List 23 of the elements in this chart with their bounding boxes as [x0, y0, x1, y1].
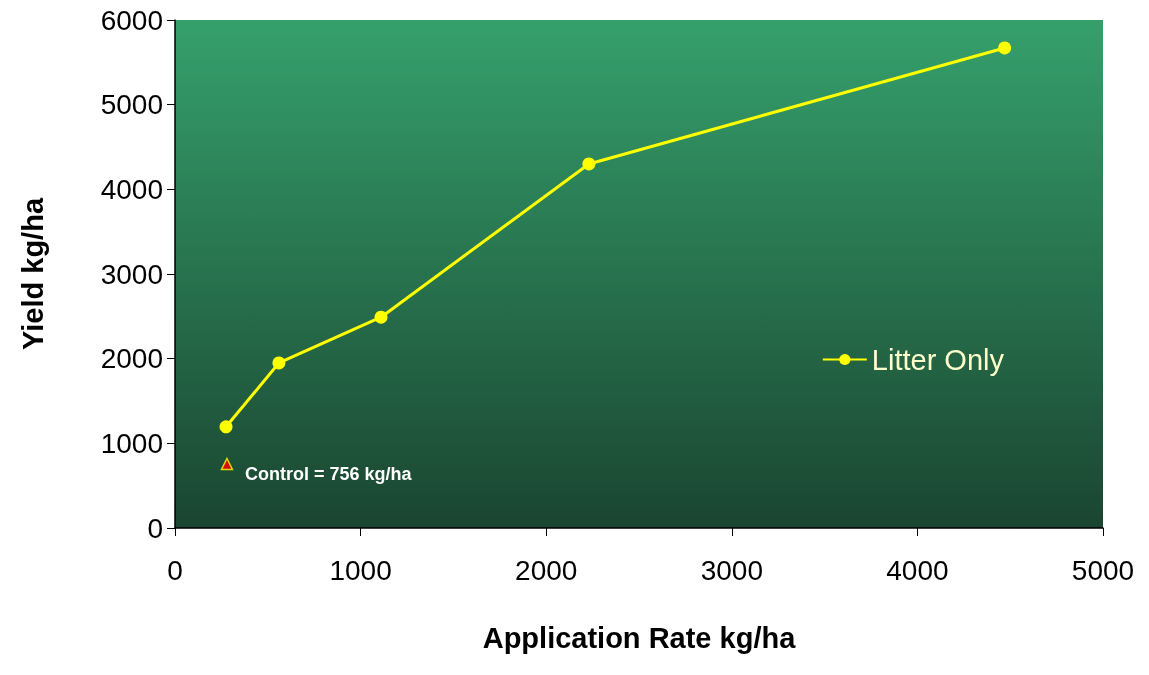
- y-tick-label: 1000: [100, 427, 163, 459]
- x-tick-label: 4000: [886, 554, 949, 586]
- x-axis-title: Application Rate kg/ha: [482, 621, 797, 654]
- y-tick-label: 0: [147, 512, 163, 544]
- y-tick-label: 4000: [100, 173, 163, 205]
- point: [998, 41, 1012, 55]
- x-tick-label: 3000: [700, 554, 763, 586]
- x-tick-label: 2000: [515, 554, 578, 586]
- x-tick-label: 0: [167, 554, 183, 586]
- annotation: Control = 756 kg/ha: [244, 463, 413, 484]
- point: [374, 310, 388, 324]
- point: [582, 157, 596, 171]
- point: [272, 356, 286, 370]
- x-tick-label: 5000: [1071, 554, 1135, 586]
- y-tick-label: 2000: [100, 343, 163, 375]
- point: [219, 420, 233, 434]
- y-tick-label: 5000: [100, 89, 163, 121]
- y-tick-label: 6000: [100, 4, 163, 36]
- legend-label: Litter Only: [871, 343, 1005, 376]
- x-tick-label: 1000: [329, 554, 392, 586]
- point: [220, 457, 234, 471]
- y-axis-title: Yield kg/ha: [16, 197, 49, 351]
- y-tick-label: 3000: [100, 258, 163, 290]
